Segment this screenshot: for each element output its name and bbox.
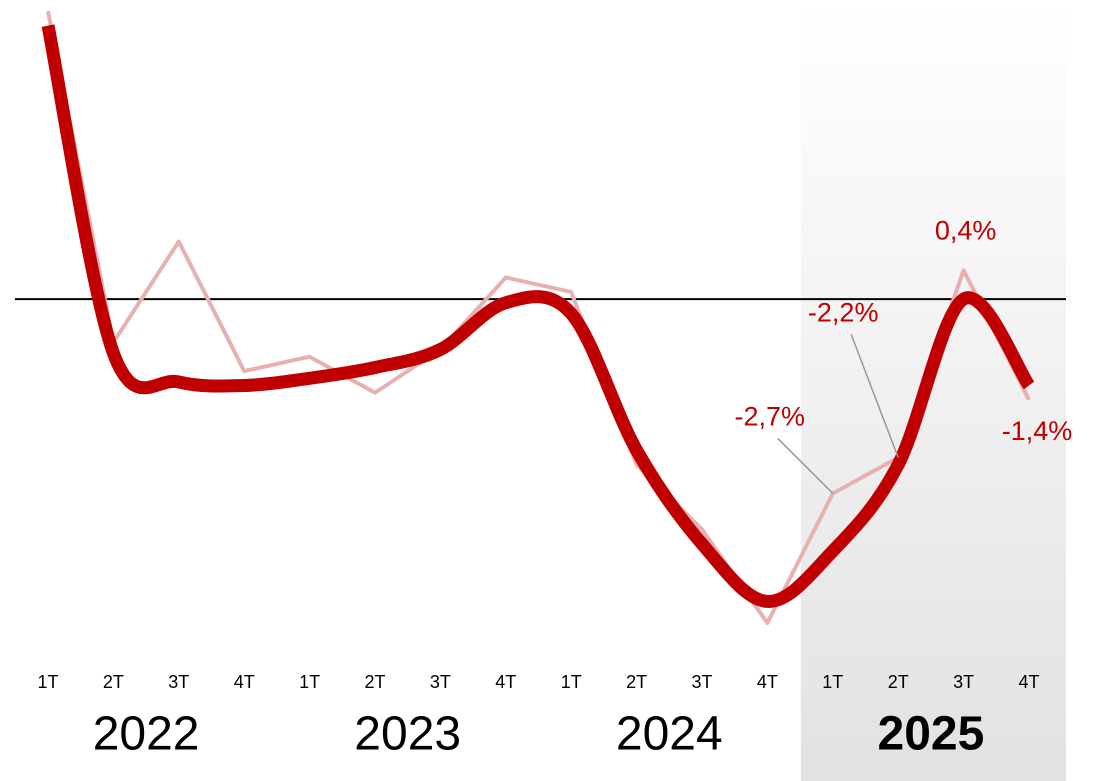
group-label: 2024 [616, 708, 723, 761]
x-tick-label: 1T [299, 672, 320, 692]
x-tick-label: 4T [495, 672, 516, 692]
x-tick-label: 1T [37, 672, 58, 692]
x-tick-label: 1T [822, 672, 843, 692]
x-tick-label: 4T [1018, 672, 1039, 692]
x-tick-label: 2T [364, 672, 385, 692]
group-label: 2022 [93, 708, 200, 761]
x-tick-label: 3T [953, 672, 974, 692]
highlight-band [800, 0, 1066, 781]
series-line [41, 24, 1035, 608]
x-tick-label: 3T [430, 672, 451, 692]
data-label: -2,2% [808, 298, 879, 328]
x-tick-label: 3T [168, 672, 189, 692]
group-label: 2025 [878, 708, 985, 761]
x-tick-label: 1T [561, 672, 582, 692]
x-tick-label: 2T [103, 672, 124, 692]
x-tick-label: 4T [757, 672, 778, 692]
x-tick-label: 3T [691, 672, 712, 692]
leader-line [850, 334, 899, 458]
group-label: 2023 [354, 708, 461, 761]
series-line [46, 10, 1031, 626]
data-label: 0,4% [935, 215, 997, 245]
x-tick-label: 2T [626, 672, 647, 692]
x-tick-label: 2T [888, 672, 909, 692]
x-tick-label: 4T [234, 672, 255, 692]
data-label: -1,4% [1002, 416, 1073, 446]
leader-line [777, 437, 834, 494]
data-label: -2,7% [735, 402, 806, 432]
